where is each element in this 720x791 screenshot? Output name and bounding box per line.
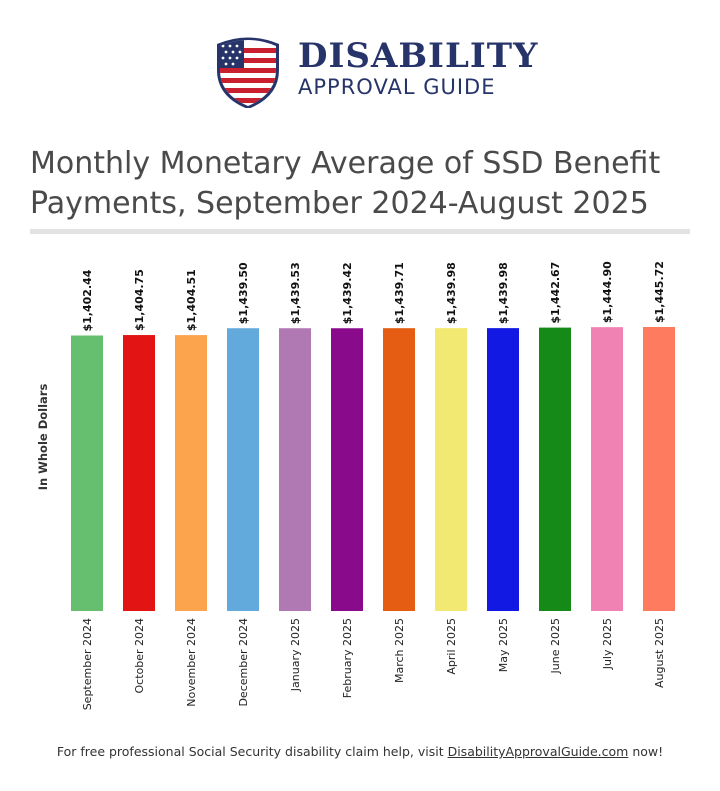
data-label-october-2024: $1,404.75 xyxy=(133,269,146,331)
data-label-september-2024: $1,402.44 xyxy=(81,269,94,331)
data-label-may-2025: $1,439.98 xyxy=(497,262,510,324)
bar-march-2025 xyxy=(383,328,415,611)
data-label-june-2025: $1,442.67 xyxy=(549,262,562,324)
x-tick-label-october-2024: October 2024 xyxy=(133,618,146,694)
x-tick-label-april-2025: April 2025 xyxy=(445,618,458,675)
bar-june-2025 xyxy=(539,327,571,611)
footer-link[interactable]: DisabilityApprovalGuide.com xyxy=(447,744,629,759)
x-tick-label-september-2024: September 2024 xyxy=(81,618,94,710)
brand-name-line2: APPROVAL GUIDE xyxy=(298,75,496,99)
bar-chart: In Whole Dollars $1,402.44 September 2024… xyxy=(36,261,675,710)
y-axis-label: In Whole Dollars xyxy=(36,384,50,491)
x-tick-label-december-2024: December 2024 xyxy=(237,618,250,707)
footer: For free professional Social Security di… xyxy=(0,744,720,759)
bar-august-2025 xyxy=(643,327,675,611)
chart-title: Monthly Monetary Average of SSD Benefit … xyxy=(30,146,661,221)
bar-may-2025 xyxy=(487,328,519,611)
x-tick-label-may-2025: May 2025 xyxy=(497,618,510,672)
brand-name-line1: DISABILITY xyxy=(298,36,539,76)
bar-november-2024 xyxy=(175,335,207,611)
data-label-july-2025: $1,444.90 xyxy=(601,261,614,323)
data-label-february-2025: $1,439.42 xyxy=(341,262,354,324)
bar-april-2025 xyxy=(435,328,467,611)
footer-text-end: now! xyxy=(628,744,664,759)
data-label-november-2024: $1,404.51 xyxy=(185,269,198,331)
bar-december-2024 xyxy=(227,328,259,611)
x-tick-label-march-2025: March 2025 xyxy=(393,618,406,683)
title-divider xyxy=(30,229,690,234)
x-tick-label-november-2024: November 2024 xyxy=(185,618,198,707)
footer-text: For free professional Social Security di… xyxy=(56,744,448,759)
x-tick-label-july-2025: July 2025 xyxy=(601,618,614,670)
x-tick-label-january-2025: January 2025 xyxy=(289,618,302,692)
bar-february-2025 xyxy=(331,328,363,611)
bar-september-2024 xyxy=(71,335,103,611)
data-label-december-2024: $1,439.50 xyxy=(237,262,250,324)
data-label-march-2025: $1,439.71 xyxy=(393,262,406,324)
flag-shield-icon xyxy=(217,37,279,108)
brand-logo: DISABILITY APPROVAL GUIDE xyxy=(214,34,537,108)
bar-january-2025 xyxy=(279,328,311,611)
x-tick-label-june-2025: June 2025 xyxy=(549,618,562,674)
data-label-january-2025: $1,439.53 xyxy=(289,262,302,324)
bar-july-2025 xyxy=(591,327,623,611)
data-label-august-2025: $1,445.72 xyxy=(653,261,666,323)
data-label-april-2025: $1,439.98 xyxy=(445,262,458,324)
x-tick-label-february-2025: February 2025 xyxy=(341,618,354,698)
bar-october-2024 xyxy=(123,335,155,611)
x-tick-label-august-2025: August 2025 xyxy=(653,618,666,688)
